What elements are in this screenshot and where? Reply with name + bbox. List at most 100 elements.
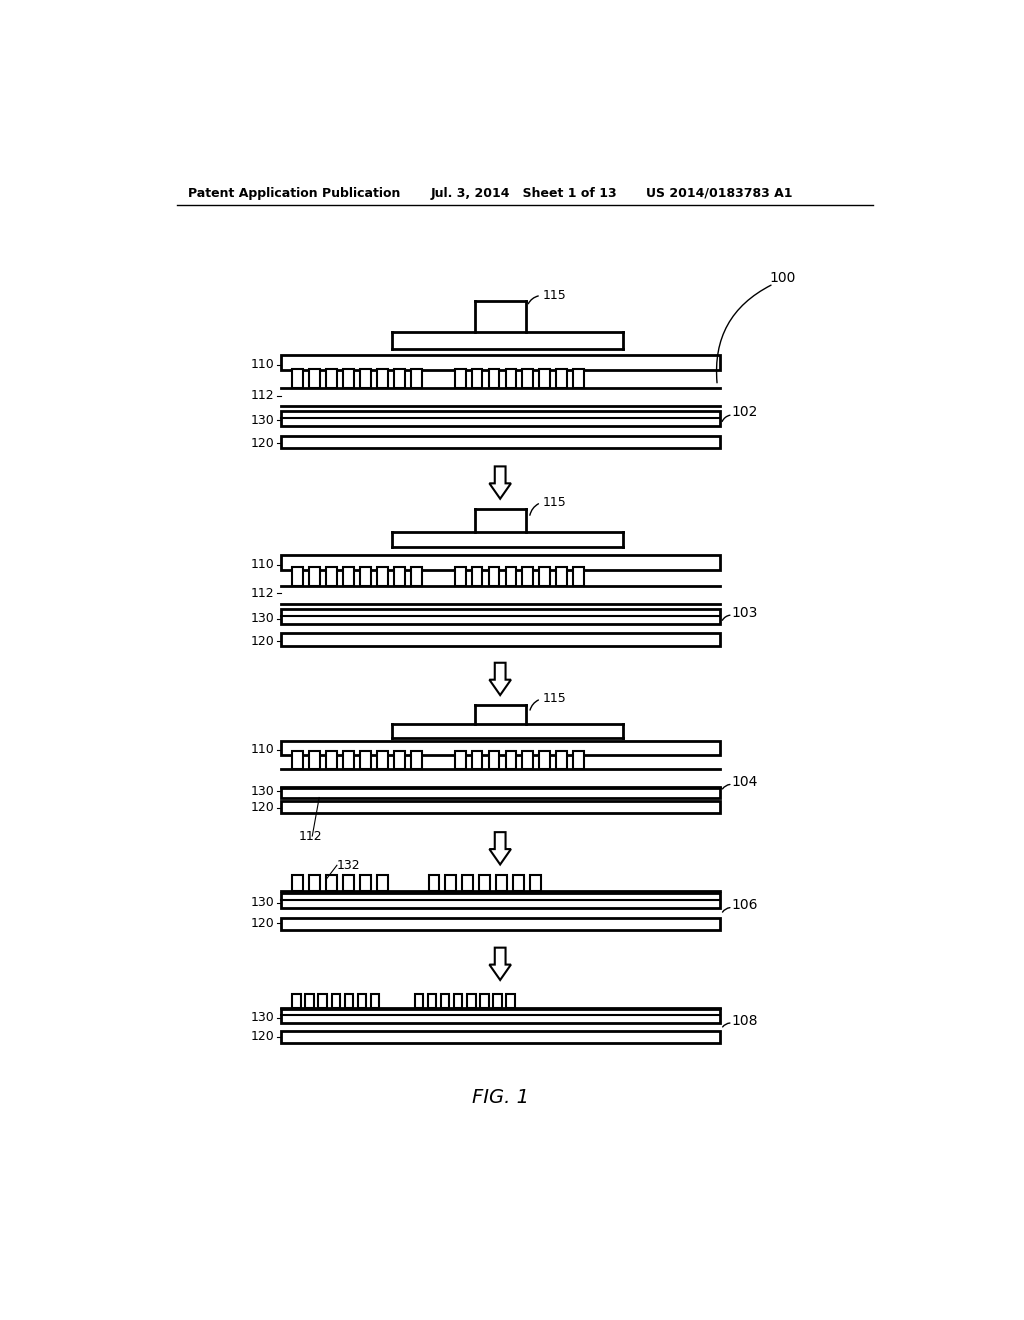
Bar [394,568,404,586]
Text: Jul. 3, 2014   Sheet 1 of 13: Jul. 3, 2014 Sheet 1 of 13 [431,186,617,199]
Bar [573,370,584,388]
Bar [506,994,515,1007]
Bar [345,994,353,1007]
Bar [411,751,422,770]
Bar [360,751,371,770]
Bar [479,875,490,891]
Bar [441,994,450,1007]
Bar [394,370,404,388]
Bar [472,568,482,586]
Text: 112: 112 [251,389,274,403]
Bar [292,875,303,891]
Bar [488,568,500,586]
Text: 103: 103 [731,606,758,619]
Bar [360,568,371,586]
Text: 106: 106 [731,899,758,912]
Bar [343,370,354,388]
Bar [540,568,550,586]
Bar [309,751,319,770]
Polygon shape [489,832,511,865]
Bar [281,554,720,570]
Bar [343,751,354,770]
Bar [454,994,463,1007]
Bar [494,994,502,1007]
Bar [573,568,584,586]
Bar [332,994,340,1007]
Text: 120: 120 [251,801,274,814]
Bar [309,568,319,586]
Text: 102: 102 [731,405,758,420]
Text: FIG. 1: FIG. 1 [472,1088,528,1107]
Text: 120: 120 [251,916,274,929]
Text: 130: 130 [251,785,274,797]
Bar [488,370,500,388]
Bar [281,894,720,908]
Bar [305,994,313,1007]
Bar [309,875,319,891]
Polygon shape [489,948,511,979]
Bar [573,751,584,770]
Bar [556,568,567,586]
Bar [377,751,388,770]
Bar [472,370,482,388]
Bar [411,370,422,388]
Text: 120: 120 [251,437,274,450]
Text: 112: 112 [298,829,322,842]
Bar [415,994,423,1007]
Bar [411,568,422,586]
Text: 110: 110 [251,358,274,371]
Bar [292,370,303,388]
Bar [513,875,524,891]
Text: 110: 110 [251,558,274,572]
Bar [371,994,379,1007]
Bar [318,994,327,1007]
Bar [377,568,388,586]
Bar [360,370,371,388]
Bar [281,634,720,645]
Bar [326,875,337,891]
Bar [522,568,534,586]
Text: 120: 120 [251,635,274,648]
Bar [540,751,550,770]
Bar [394,751,404,770]
Bar [429,875,439,891]
Bar [281,742,720,755]
Text: 132: 132 [337,859,360,871]
Bar [360,875,371,891]
Polygon shape [489,466,511,499]
Bar [467,994,475,1007]
Bar [455,568,466,586]
Bar [428,994,436,1007]
Bar [343,875,354,891]
Text: 115: 115 [543,289,566,302]
Bar [281,917,720,929]
Text: 104: 104 [731,775,758,789]
Bar [463,875,473,891]
Bar [326,370,337,388]
Bar [455,751,466,770]
Bar [472,751,482,770]
Bar [445,875,457,891]
Bar [281,1031,720,1043]
Text: 130: 130 [251,612,274,626]
Text: 130: 130 [251,413,274,426]
Bar [326,568,337,586]
Text: 108: 108 [731,1014,758,1028]
Text: US 2014/0183783 A1: US 2014/0183783 A1 [646,186,793,199]
Bar [506,568,516,586]
Bar [357,994,367,1007]
Text: 112: 112 [251,587,274,601]
Bar [530,875,541,891]
Bar [281,800,720,813]
Bar [281,1010,720,1023]
Bar [488,751,500,770]
Bar [281,411,720,426]
Polygon shape [489,663,511,696]
Bar [281,355,720,370]
Bar [292,568,303,586]
Bar [540,370,550,388]
Text: 130: 130 [251,1011,274,1024]
Text: 120: 120 [251,1031,274,1044]
Bar [309,370,319,388]
Bar [292,994,301,1007]
